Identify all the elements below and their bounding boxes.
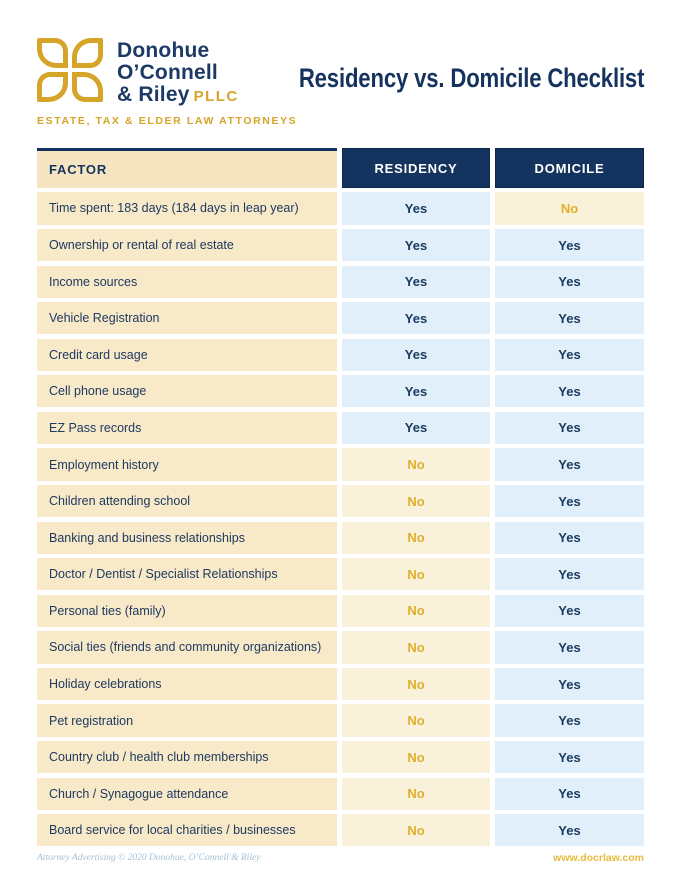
factor-cell: Cell phone usage	[37, 375, 337, 408]
factor-cell: EZ Pass records	[37, 411, 337, 445]
table-row: Doctor / Dentist / Specialist Relationsh…	[37, 558, 644, 591]
domicile-cell: Yes	[495, 814, 644, 847]
firm-name: Donohue O’Connell & Riley PLLC	[117, 38, 239, 108]
firm-tagline: ESTATE, TAX & ELDER LAW ATTORNEYS	[37, 115, 298, 127]
table-row: Income sources Yes Yes	[37, 265, 644, 298]
table-row: Banking and business relationships No Ye…	[37, 521, 644, 554]
logo-petal	[72, 38, 103, 68]
residency-cell: No	[342, 485, 490, 518]
firm-name-line: O’Connell	[117, 61, 218, 84]
logo-petal	[37, 38, 68, 68]
factor-cell: Vehicle Registration	[37, 302, 337, 335]
domicile-cell: Yes	[495, 485, 644, 518]
domicile-cell: Yes	[495, 741, 644, 774]
page-header: Donohue O’Connell & Riley PLLC ESTATE, TA…	[0, 0, 685, 148]
factor-cell: Pet registration	[37, 704, 337, 737]
table-row: EZ Pass records Yes Yes	[37, 411, 644, 445]
table-row: Social ties (friends and community organ…	[37, 631, 644, 664]
logo-petal	[72, 72, 103, 102]
residency-column-header: RESIDENCY	[342, 148, 490, 188]
residency-cell: No	[342, 814, 490, 847]
domicile-cell: Yes	[495, 667, 644, 701]
factor-cell: Doctor / Dentist / Specialist Relationsh…	[37, 558, 337, 591]
firm-name-line: Donohue	[117, 39, 210, 62]
domicile-cell: Yes	[495, 228, 644, 262]
residency-cell: Yes	[342, 265, 490, 298]
residency-cell: No	[342, 704, 490, 737]
table-row: Board service for local charities / busi…	[37, 814, 644, 847]
page-title: Residency vs. Domicile Checklist	[298, 63, 645, 93]
table-row: Credit card usage Yes Yes	[37, 338, 644, 371]
table-row: Holiday celebrations No Yes	[37, 667, 644, 701]
factor-column-header: FACTOR	[37, 148, 337, 188]
table-row: Vehicle Registration Yes Yes	[37, 302, 644, 335]
domicile-cell: Yes	[495, 265, 644, 298]
factor-cell: Time spent: 183 days (184 days in leap y…	[37, 192, 337, 225]
domicile-column-header: DOMICILE	[495, 148, 644, 188]
firm-name-line: & Riley PLLC	[117, 84, 239, 108]
factor-cell: Employment history	[37, 448, 337, 481]
page-footer: Attorney Advertising © 2020 Donohue, O’C…	[37, 852, 644, 864]
factor-cell: Church / Synagogue attendance	[37, 777, 337, 810]
residency-cell: No	[342, 558, 490, 591]
table-row: Ownership or rental of real estate Yes Y…	[37, 228, 644, 262]
domicile-cell: Yes	[495, 375, 644, 408]
factor-cell: Income sources	[37, 265, 337, 298]
factor-cell: Banking and business relationships	[37, 521, 337, 554]
domicile-cell: Yes	[495, 521, 644, 554]
firm-suffix: PLLC	[193, 88, 239, 105]
domicile-cell: Yes	[495, 704, 644, 737]
factor-cell: Ownership or rental of real estate	[37, 228, 337, 262]
website-link[interactable]: www.docrlaw.com	[553, 852, 644, 864]
factor-cell: Children attending school	[37, 485, 337, 518]
table-row: Church / Synagogue attendance No Yes	[37, 777, 644, 810]
attorney-advertising-note: Attorney Advertising © 2020 Donohue, O’C…	[37, 853, 261, 863]
residency-cell: No	[342, 667, 490, 701]
table-row: Children attending school No Yes	[37, 485, 644, 518]
table-row: Country club / health club memberships N…	[37, 741, 644, 774]
residency-cell: Yes	[342, 411, 490, 445]
factor-cell: Holiday celebrations	[37, 667, 337, 701]
residency-cell: Yes	[342, 192, 490, 225]
table-row: Cell phone usage Yes Yes	[37, 375, 644, 408]
factor-cell: Social ties (friends and community organ…	[37, 631, 337, 664]
table-header-row: FACTOR RESIDENCY DOMICILE	[37, 148, 644, 188]
logo-petal	[37, 72, 68, 102]
residency-cell: No	[342, 777, 490, 810]
domicile-cell: Yes	[495, 594, 644, 627]
table-row: Time spent: 183 days (184 days in leap y…	[37, 192, 644, 225]
factor-cell: Personal ties (family)	[37, 594, 337, 627]
residency-cell: No	[342, 521, 490, 554]
table-row: Employment history No Yes	[37, 448, 644, 481]
table-row: Pet registration No Yes	[37, 704, 644, 737]
domicile-cell: Yes	[495, 448, 644, 481]
domicile-cell: Yes	[495, 411, 644, 445]
firm-name-riley: & Riley	[117, 83, 190, 106]
factor-cell: Board service for local charities / busi…	[37, 814, 337, 847]
checklist-table: FACTOR RESIDENCY DOMICILE Time spent: 18…	[37, 148, 644, 847]
domicile-cell: Yes	[495, 558, 644, 591]
quatrefoil-logo-icon	[37, 38, 105, 104]
residency-cell: No	[342, 631, 490, 664]
residency-cell: No	[342, 448, 490, 481]
residency-cell: Yes	[342, 338, 490, 371]
residency-cell: Yes	[342, 228, 490, 262]
residency-cell: No	[342, 594, 490, 627]
domicile-cell: Yes	[495, 777, 644, 810]
firm-logo: Donohue O’Connell & Riley PLLC ESTATE, TA…	[37, 38, 297, 127]
factor-cell: Credit card usage	[37, 338, 337, 371]
factor-cell: Country club / health club memberships	[37, 741, 337, 774]
domicile-cell: Yes	[495, 338, 644, 371]
domicile-cell: Yes	[495, 631, 644, 664]
residency-cell: Yes	[342, 302, 490, 335]
domicile-cell: No	[495, 192, 644, 225]
residency-cell: Yes	[342, 375, 490, 408]
table-row: Personal ties (family) No Yes	[37, 594, 644, 627]
residency-cell: No	[342, 741, 490, 774]
domicile-cell: Yes	[495, 302, 644, 335]
